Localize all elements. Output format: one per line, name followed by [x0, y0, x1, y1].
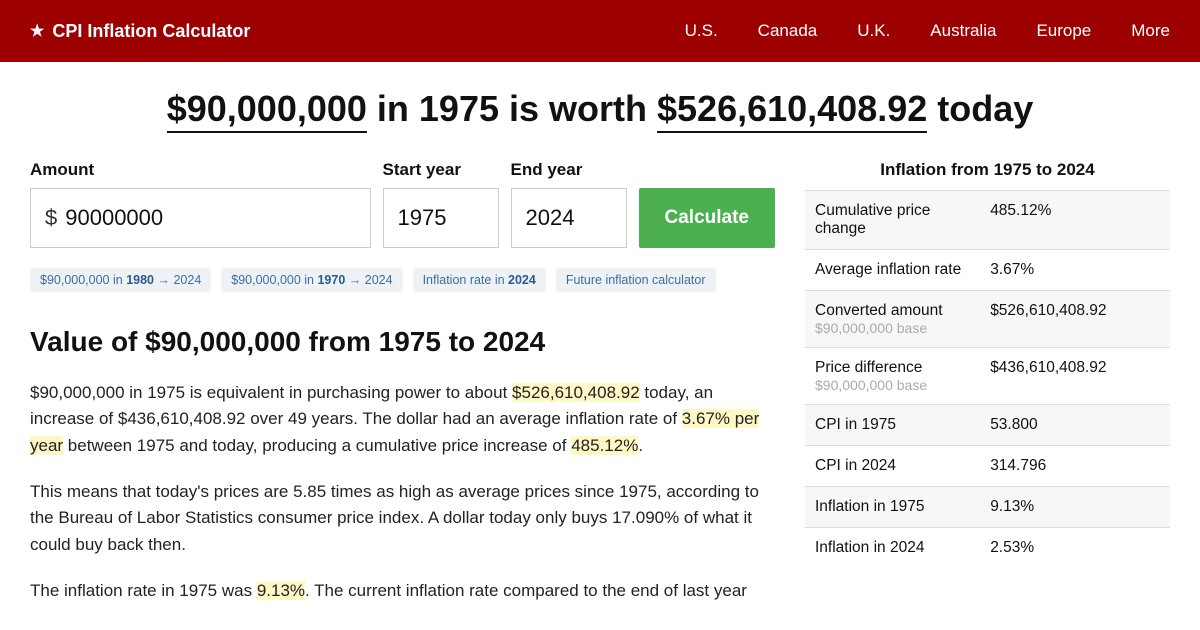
- stat-sublabel: $90,000,000 base: [815, 320, 970, 336]
- amount-value: 90000000: [65, 205, 163, 231]
- star-icon: ★: [30, 21, 44, 41]
- chip-1970[interactable]: $90,000,000 in 1970 → 2024: [221, 268, 402, 292]
- stat-row: Inflation in 20242.53%: [805, 528, 1170, 569]
- stat-row: CPI in 2024314.796: [805, 446, 1170, 487]
- chip-1980[interactable]: $90,000,000 in 1980 → 2024: [30, 268, 211, 292]
- related-chips: $90,000,000 in 1980 → 2024 $90,000,000 i…: [30, 268, 775, 292]
- nav-europe[interactable]: Europe: [1036, 21, 1091, 41]
- stat-label: Average inflation rate: [805, 250, 980, 291]
- nav-more[interactable]: More: [1131, 21, 1170, 41]
- stat-value: 2.53%: [980, 528, 1170, 569]
- left-column: Amount $ 90000000 Start year 1975 End ye…: [30, 160, 775, 624]
- stat-value: 9.13%: [980, 487, 1170, 528]
- dollar-icon: $: [45, 205, 57, 231]
- end-year-input[interactable]: 2024: [511, 188, 627, 248]
- main-content: $90,000,000 in 1975 is worth $526,610,40…: [0, 62, 1200, 624]
- stat-label: Price difference$90,000,000 base: [805, 348, 980, 405]
- amount-label: Amount: [30, 160, 371, 180]
- stat-label: Inflation in 2024: [805, 528, 980, 569]
- stat-row: CPI in 197553.800: [805, 405, 1170, 446]
- section-title: Value of $90,000,000 from 1975 to 2024: [30, 326, 775, 358]
- sidebar: Inflation from 1975 to 2024 Cumulative p…: [805, 160, 1170, 624]
- top-header: ★ CPI Inflation Calculator U.S. Canada U…: [0, 0, 1200, 62]
- calculate-button[interactable]: Calculate: [639, 188, 775, 248]
- headline-from-amount: $90,000,000: [167, 88, 367, 133]
- brand-text: CPI Inflation Calculator: [52, 21, 250, 42]
- stat-row: Converted amount$90,000,000 base$526,610…: [805, 291, 1170, 348]
- stat-sublabel: $90,000,000 base: [815, 377, 970, 393]
- page-headline: $90,000,000 in 1975 is worth $526,610,40…: [30, 88, 1170, 130]
- brand[interactable]: ★ CPI Inflation Calculator: [30, 21, 250, 42]
- stat-value: $526,610,408.92: [980, 291, 1170, 348]
- chip-rate-2024[interactable]: Inflation rate in 2024: [413, 268, 546, 292]
- nav-australia[interactable]: Australia: [930, 21, 996, 41]
- calculator-form: Amount $ 90000000 Start year 1975 End ye…: [30, 160, 775, 248]
- chip-future[interactable]: Future inflation calculator: [556, 268, 716, 292]
- stat-row: Inflation in 19759.13%: [805, 487, 1170, 528]
- stat-label: Converted amount$90,000,000 base: [805, 291, 980, 348]
- paragraph-1: $90,000,000 in 1975 is equivalent in pur…: [30, 380, 775, 459]
- stat-row: Price difference$90,000,000 base$436,610…: [805, 348, 1170, 405]
- nav-canada[interactable]: Canada: [758, 21, 818, 41]
- stat-value: 485.12%: [980, 191, 1170, 250]
- stat-value: 3.67%: [980, 250, 1170, 291]
- stat-value: 53.800: [980, 405, 1170, 446]
- stat-row: Average inflation rate3.67%: [805, 250, 1170, 291]
- nav-us[interactable]: U.S.: [685, 21, 718, 41]
- stat-label: Inflation in 1975: [805, 487, 980, 528]
- stat-label: Cumulative price change: [805, 191, 980, 250]
- headline-to-amount: $526,610,408.92: [657, 88, 927, 133]
- sidebar-title: Inflation from 1975 to 2024: [805, 160, 1170, 190]
- stat-label: CPI in 2024: [805, 446, 980, 487]
- stat-label: CPI in 1975: [805, 405, 980, 446]
- top-nav: U.S. Canada U.K. Australia Europe More: [685, 21, 1170, 41]
- stat-row: Cumulative price change485.12%: [805, 191, 1170, 250]
- start-year-input[interactable]: 1975: [383, 188, 499, 248]
- stat-value: 314.796: [980, 446, 1170, 487]
- end-year-label: End year: [511, 160, 627, 180]
- inflation-stats-table: Cumulative price change485.12%Average in…: [805, 190, 1170, 568]
- paragraph-2: This means that today's prices are 5.85 …: [30, 479, 775, 558]
- stat-value: $436,610,408.92: [980, 348, 1170, 405]
- start-year-label: Start year: [383, 160, 499, 180]
- paragraph-3: The inflation rate in 1975 was 9.13%. Th…: [30, 578, 775, 604]
- nav-uk[interactable]: U.K.: [857, 21, 890, 41]
- amount-input[interactable]: $ 90000000: [30, 188, 371, 248]
